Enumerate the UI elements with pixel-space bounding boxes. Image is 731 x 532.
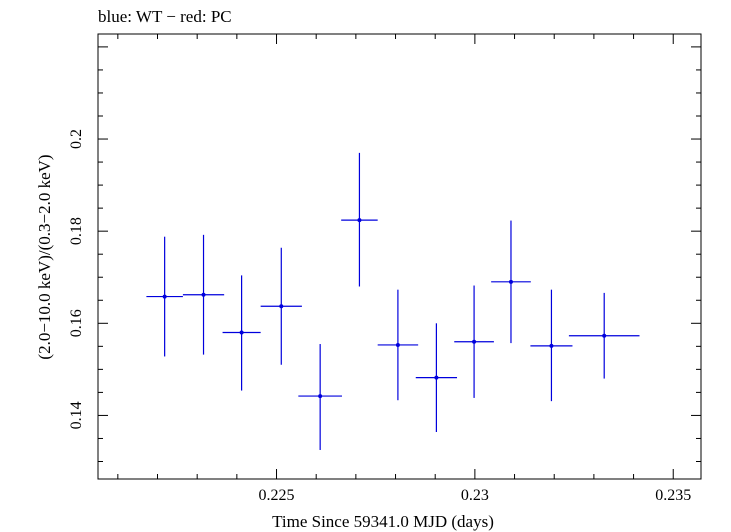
data-point bbox=[222, 275, 261, 391]
y-tick-label: 0.16 bbox=[68, 309, 85, 337]
data-point bbox=[260, 247, 302, 365]
data-point bbox=[182, 234, 225, 355]
chart-title: blue: WT − red: PC bbox=[98, 7, 232, 26]
point-marker bbox=[602, 333, 607, 338]
y-tick-label: 0.18 bbox=[68, 217, 85, 245]
axis-ticks bbox=[98, 34, 701, 479]
y-axis-label: (2.0−10.0 keV)/(0.3−2.0 keV) bbox=[35, 154, 54, 359]
data-point bbox=[298, 344, 342, 450]
tick-labels: 0.225 0.23 0.235 0.14 0.16 0.18 0.2 bbox=[68, 129, 691, 504]
plot-frame bbox=[97, 33, 702, 480]
point-marker bbox=[357, 218, 362, 223]
data-point bbox=[377, 289, 419, 401]
y-tick-label: 0.14 bbox=[68, 401, 85, 429]
data-point bbox=[341, 152, 378, 287]
data-point bbox=[146, 236, 183, 357]
data-point bbox=[530, 289, 573, 402]
x-tick-label: 0.23 bbox=[461, 487, 489, 504]
point-marker bbox=[201, 292, 206, 297]
point-marker bbox=[279, 304, 284, 309]
point-marker bbox=[318, 394, 323, 399]
point-marker bbox=[508, 279, 513, 284]
point-marker bbox=[395, 342, 400, 347]
point-marker bbox=[239, 330, 244, 335]
point-marker bbox=[434, 375, 439, 380]
data-point bbox=[491, 220, 531, 344]
x-axis-label: Time Since 59341.0 MJD (days) bbox=[272, 512, 494, 531]
point-marker bbox=[472, 339, 477, 344]
y-tick-label: 0.2 bbox=[68, 129, 85, 149]
point-marker bbox=[162, 294, 167, 299]
x-tick-label: 0.235 bbox=[655, 487, 691, 504]
data-point bbox=[415, 323, 458, 433]
point-marker bbox=[549, 343, 554, 348]
data-point bbox=[568, 292, 640, 379]
data-point bbox=[454, 285, 494, 398]
x-tick-label: 0.225 bbox=[259, 487, 295, 504]
data-points bbox=[146, 152, 640, 450]
